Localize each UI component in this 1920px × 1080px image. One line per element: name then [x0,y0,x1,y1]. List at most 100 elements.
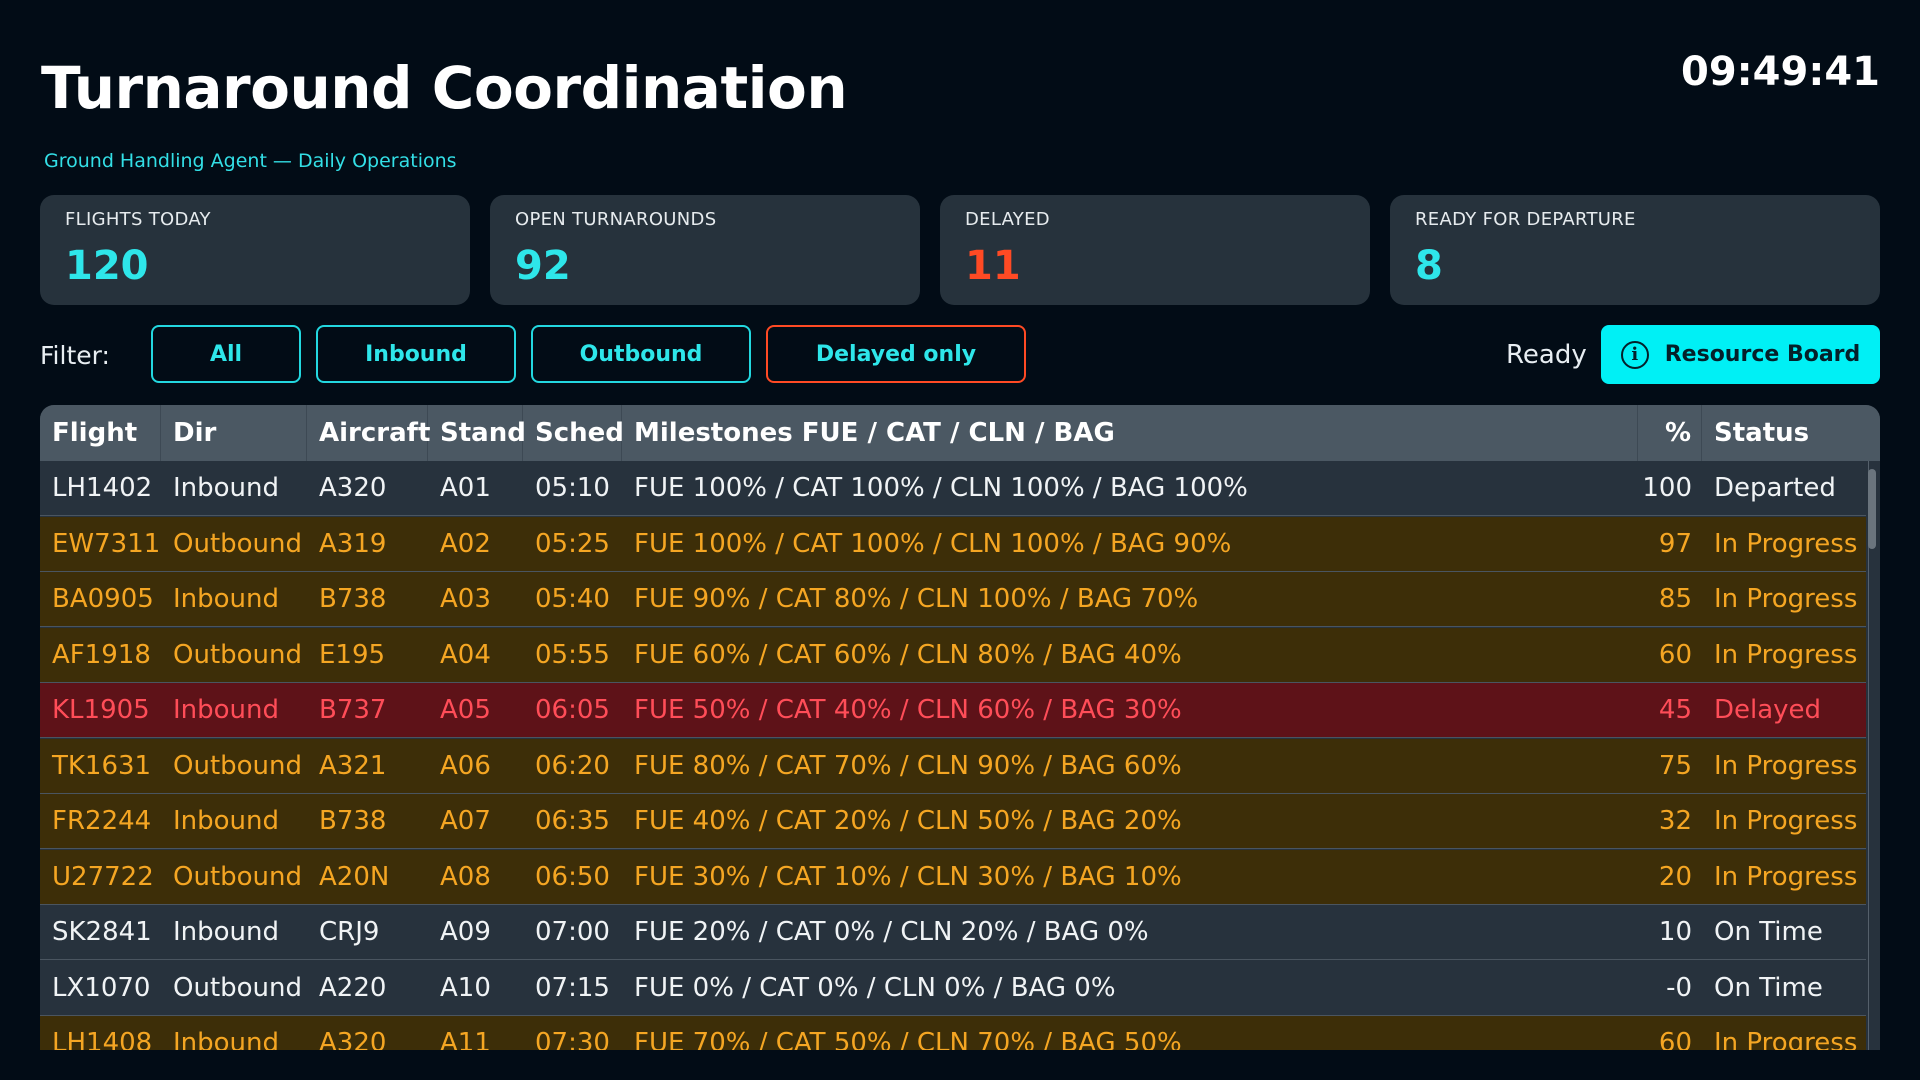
cell-status: In Progress [1714,528,1858,559]
cell-flight: SK2841 [52,917,152,947]
cell-stand: A08 [440,861,491,892]
column-header-sched[interactable]: Sched [523,405,624,461]
column-header-dir[interactable]: Dir [161,405,307,461]
cell-sched: 06:05 [535,695,610,725]
cell-flight: TK1631 [52,750,152,781]
cell-flight: LX1070 [52,972,151,1003]
cell-sched: 06:50 [535,861,610,892]
column-header-milestones[interactable]: Milestones FUE / CAT / CLN / BAG [622,405,1638,461]
resource-board-label: Resource Board [1664,342,1861,367]
cell-stand: A11 [440,1028,491,1050]
column-header-aircraft[interactable]: Aircraft [307,405,430,461]
column-header-stand[interactable]: Stand [428,405,526,461]
cell-sched: 06:20 [535,750,610,781]
table-row[interactable]: TK1631 Outbound A321 A06 06:20 FUE 80% / CAT … [40,738,1880,794]
kpi-label: READY FOR DEPARTURE [1415,209,1636,230]
kpi-flights-today: FLIGHTS TODAY 120 [40,195,470,305]
filter-label: Filter: [40,341,110,370]
table-row[interactable]: BA0905 Inbound B738 A03 05:40 FUE 90% / CAT 8… [40,572,1880,627]
cell-flight: EW7311 [52,528,161,559]
cell-milestones: FUE 30% / CAT 10% / CLN 30% / BAG 10% [634,861,1182,892]
cell-aircraft: A321 [319,750,387,781]
status-text: Ready [1506,340,1587,370]
cell-milestones: FUE 60% / CAT 60% / CLN 80% / BAG 40% [634,639,1182,670]
cell-flight: U27722 [52,861,154,892]
cell-aircraft: A319 [319,528,387,559]
cell-aircraft: A20N [319,861,390,892]
cell-sched: 05:40 [535,584,610,614]
cell-sched: 07:15 [535,972,610,1003]
cell-sched: 06:35 [535,806,610,836]
filter-delayed-only-button[interactable]: Delayed only [766,325,1026,383]
cell-status: On Time [1714,917,1823,947]
cell-stand: A10 [440,972,491,1003]
page-subtitle: Ground Handling Agent — Daily Operations [44,150,457,172]
cell-stand: A02 [440,528,491,559]
cell-pct: 85 [1658,584,1692,614]
resource-board-button[interactable]: i Resource Board [1601,325,1880,384]
table-row[interactable]: LH1408 Inbound A320 A11 07:30 FUE 70% / CAT 5… [40,1016,1880,1050]
cell-pct: 60 [1658,1028,1692,1050]
column-header-status[interactable]: Status [1714,418,1810,448]
cell-aircraft: E195 [319,639,386,670]
cell-milestones: FUE 70% / CAT 50% / CLN 70% / BAG 50% [634,1028,1182,1050]
cell-aircraft: CRJ9 [319,917,380,947]
scrollbar-thumb[interactable] [1868,469,1876,549]
table-row[interactable]: AF1918 Outbound E195 A04 05:55 FUE 60% / CAT … [40,627,1880,683]
cell-status: In Progress [1714,861,1858,892]
cell-milestones: FUE 80% / CAT 70% / CLN 90% / BAG 60% [634,750,1182,781]
cell-aircraft: B738 [319,584,387,614]
filter-inbound-button[interactable]: Inbound [316,325,516,383]
table-row[interactable]: FR2244 Inbound B738 A07 06:35 FUE 40% / CAT 2… [40,794,1880,849]
cell-stand: A04 [440,639,491,670]
kpi-label: OPEN TURNAROUNDS [515,209,717,230]
kpi-open-turnarounds: OPEN TURNAROUNDS 92 [490,195,920,305]
filter-all-button[interactable]: All [151,325,301,383]
cell-status: In Progress [1714,750,1858,781]
table-body: LH1402 Inbound A320 A01 05:10 FUE 100% / CAT … [40,461,1880,1050]
scrollbar-track[interactable] [1868,461,1878,1050]
table-row[interactable]: U27722 Outbound A20N A08 06:50 FUE 30% / CAT … [40,849,1880,905]
cell-flight: BA0905 [52,584,154,614]
cell-sched: 05:25 [535,528,610,559]
cell-status: Departed [1714,473,1836,503]
cell-aircraft: A320 [319,473,387,503]
table-header: Flight Dir Aircraft Stand Sched Mileston… [40,405,1880,461]
cell-status: In Progress [1714,584,1858,614]
column-header-flight[interactable]: Flight [40,405,161,461]
table-row[interactable]: KL1905 Inbound B737 A05 06:05 FUE 50% / CAT 4… [40,683,1880,738]
cell-stand: A06 [440,750,491,781]
cell-milestones: FUE 50% / CAT 40% / CLN 60% / BAG 30% [634,695,1182,725]
kpi-label: DELAYED [965,209,1050,230]
cell-dir: Outbound [173,750,303,781]
cell-aircraft: B737 [319,695,387,725]
table-row[interactable]: LX1070 Outbound A220 A10 07:15 FUE 0% / CAT 0… [40,960,1880,1016]
filter-bar: Filter: All Inbound Outbound Delayed onl… [40,325,1880,385]
cell-status: In Progress [1714,639,1858,670]
turnaround-table: Flight Dir Aircraft Stand Sched Mileston… [40,405,1880,1050]
table-row[interactable]: EW7311 Outbound A319 A02 05:25 FUE 100% / CAT… [40,516,1880,572]
page-title: Turnaround Coordination [41,54,848,122]
cell-milestones: FUE 100% / CAT 100% / CLN 100% / BAG 90% [634,528,1232,559]
kpi-value: 11 [965,243,1021,289]
cell-aircraft: A320 [319,1028,387,1050]
cell-flight: FR2244 [52,806,152,836]
cell-dir: Inbound [173,695,280,725]
cell-flight: KL1905 [52,695,150,725]
cell-sched: 07:00 [535,917,610,947]
cell-flight: LH1402 [52,473,153,503]
cell-aircraft: A220 [319,972,387,1003]
vertical-scrollbar[interactable] [1866,461,1880,1050]
filter-outbound-button[interactable]: Outbound [531,325,751,383]
cell-milestones: FUE 90% / CAT 80% / CLN 100% / BAG 70% [634,584,1199,614]
cell-pct: 75 [1658,750,1692,781]
table-row[interactable]: SK2841 Inbound CRJ9 A09 07:00 FUE 20% / CAT 0… [40,905,1880,960]
cell-flight: AF1918 [52,639,151,670]
cell-pct: 10 [1658,917,1692,947]
info-icon: i [1620,340,1649,369]
cell-status: On Time [1714,972,1823,1003]
cell-stand: A07 [440,806,491,836]
table-row[interactable]: LH1402 Inbound A320 A01 05:10 FUE 100% / CAT … [40,461,1880,516]
column-header-percent[interactable]: % [1638,405,1702,461]
